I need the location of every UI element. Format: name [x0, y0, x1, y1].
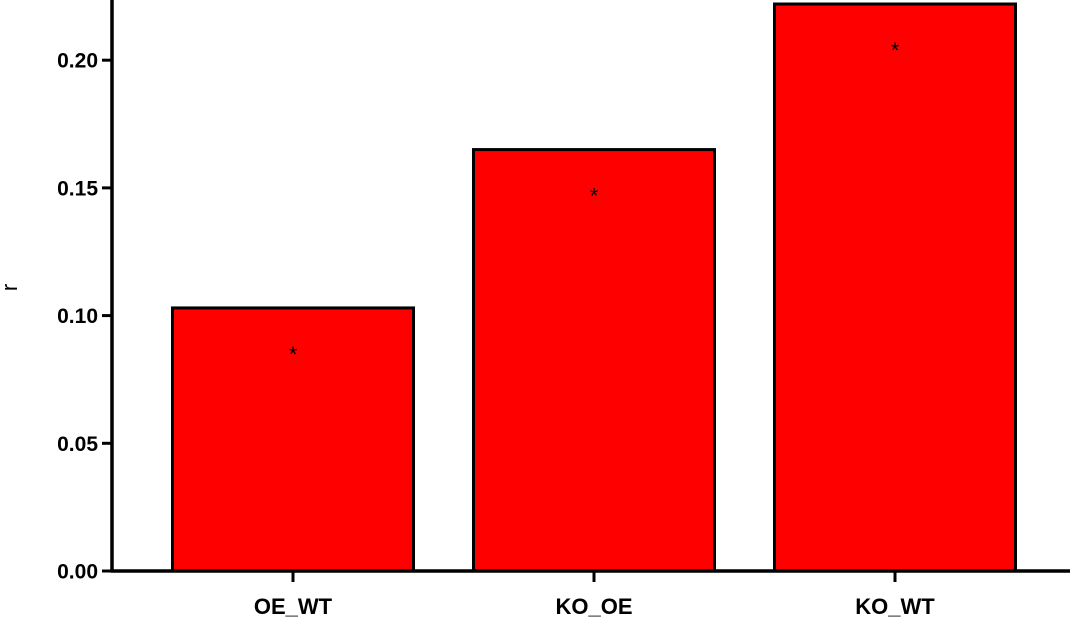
significance-marker: * [590, 184, 599, 209]
y-tick-label: 0.00 [57, 561, 98, 584]
labels: * * * 0.00 0.05 0.10 0.15 0.20 OE_WT KO_OE KO_WT r [0, 38, 935, 619]
y-tick-label: 0.20 [57, 50, 98, 73]
significance-marker: * [891, 38, 900, 63]
bar-oe-wt [171, 306, 415, 573]
x-tick-label: OE_WT [254, 594, 333, 619]
y-tick-label: 0.15 [57, 177, 98, 200]
y-tick-label: 0.05 [57, 433, 98, 456]
y-axis-title: r [0, 284, 22, 291]
y-tick-label: 0.10 [57, 305, 98, 328]
x-tick-label: KO_OE [555, 594, 632, 619]
x-tick-label: KO_WT [855, 594, 935, 619]
significance-marker: * [289, 342, 298, 367]
bar-ko-oe [472, 148, 716, 573]
bar-ko-wt [773, 2, 1017, 573]
axes [102, 0, 1070, 582]
bars [171, 2, 1017, 573]
